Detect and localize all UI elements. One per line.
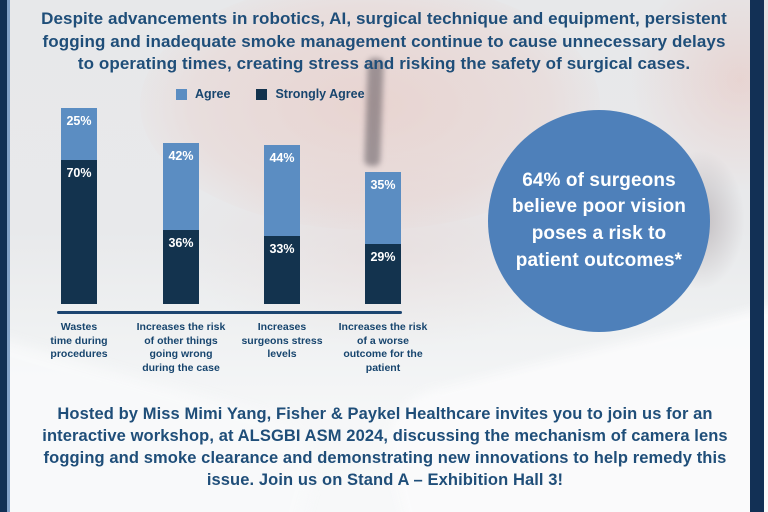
bar-value-label: 42% — [168, 149, 194, 163]
legend-label: Agree — [195, 87, 231, 101]
headline-text: Despite advancements in robotics, AI, su… — [41, 9, 727, 74]
legend-label: Strongly Agree — [275, 87, 365, 101]
stacked-bar: 44% 33% — [264, 145, 300, 304]
stacked-bar: 25% 70% — [61, 108, 97, 304]
bar-segment-strongly-agree: 36% — [163, 230, 199, 304]
bar-segment-agree: 25% — [61, 108, 97, 160]
x-axis-label: Increases surgeons stress levels — [241, 321, 323, 361]
left-frame-bar — [0, 0, 7, 512]
bar-segment-strongly-agree: 33% — [264, 236, 300, 304]
right-frame-bar — [750, 0, 764, 512]
bar-segment-agree: 42% — [163, 143, 199, 230]
bar-value-label: 29% — [370, 250, 396, 264]
callout-circle: 64% of surgeons believe poor vision pose… — [488, 110, 710, 332]
legend-item-agree: Agree — [176, 87, 230, 101]
bar-value-label: 36% — [168, 236, 194, 250]
legend-swatch-icon — [176, 88, 187, 100]
bar-segment-strongly-agree: 29% — [365, 244, 401, 304]
bar-value-label: 25% — [66, 114, 92, 128]
bar-value-label: 33% — [269, 242, 295, 256]
stacked-bar: 35% 29% — [365, 172, 401, 304]
x-axis-line — [57, 311, 402, 314]
chart-legend: Agree Strongly Agree — [176, 87, 365, 101]
legend-swatch-icon — [256, 88, 268, 100]
left-frame-accent-line — [7, 0, 10, 512]
bar-segment-strongly-agree: 70% — [61, 160, 97, 304]
bar-segment-agree: 35% — [365, 172, 401, 244]
bar-value-label: 70% — [66, 166, 92, 180]
x-axis-label: Increases the risk of other things going… — [136, 321, 226, 374]
legend-item-strongly-agree: Strongly Agree — [256, 87, 365, 101]
x-axis-label: Increases the risk of a worse outcome fo… — [338, 321, 428, 374]
callout-text: 64% of surgeons believe poor vision pose… — [511, 169, 686, 271]
stacked-bar: 42% 36% — [163, 143, 199, 304]
bar-segment-agree: 44% — [264, 145, 300, 236]
x-axis-label: Wastes time during procedures — [50, 321, 108, 361]
bar-value-label: 35% — [370, 178, 396, 192]
footer-text: Hosted by Miss Mimi Yang, Fisher & Payke… — [42, 405, 728, 489]
bar-value-label: 44% — [269, 151, 295, 165]
